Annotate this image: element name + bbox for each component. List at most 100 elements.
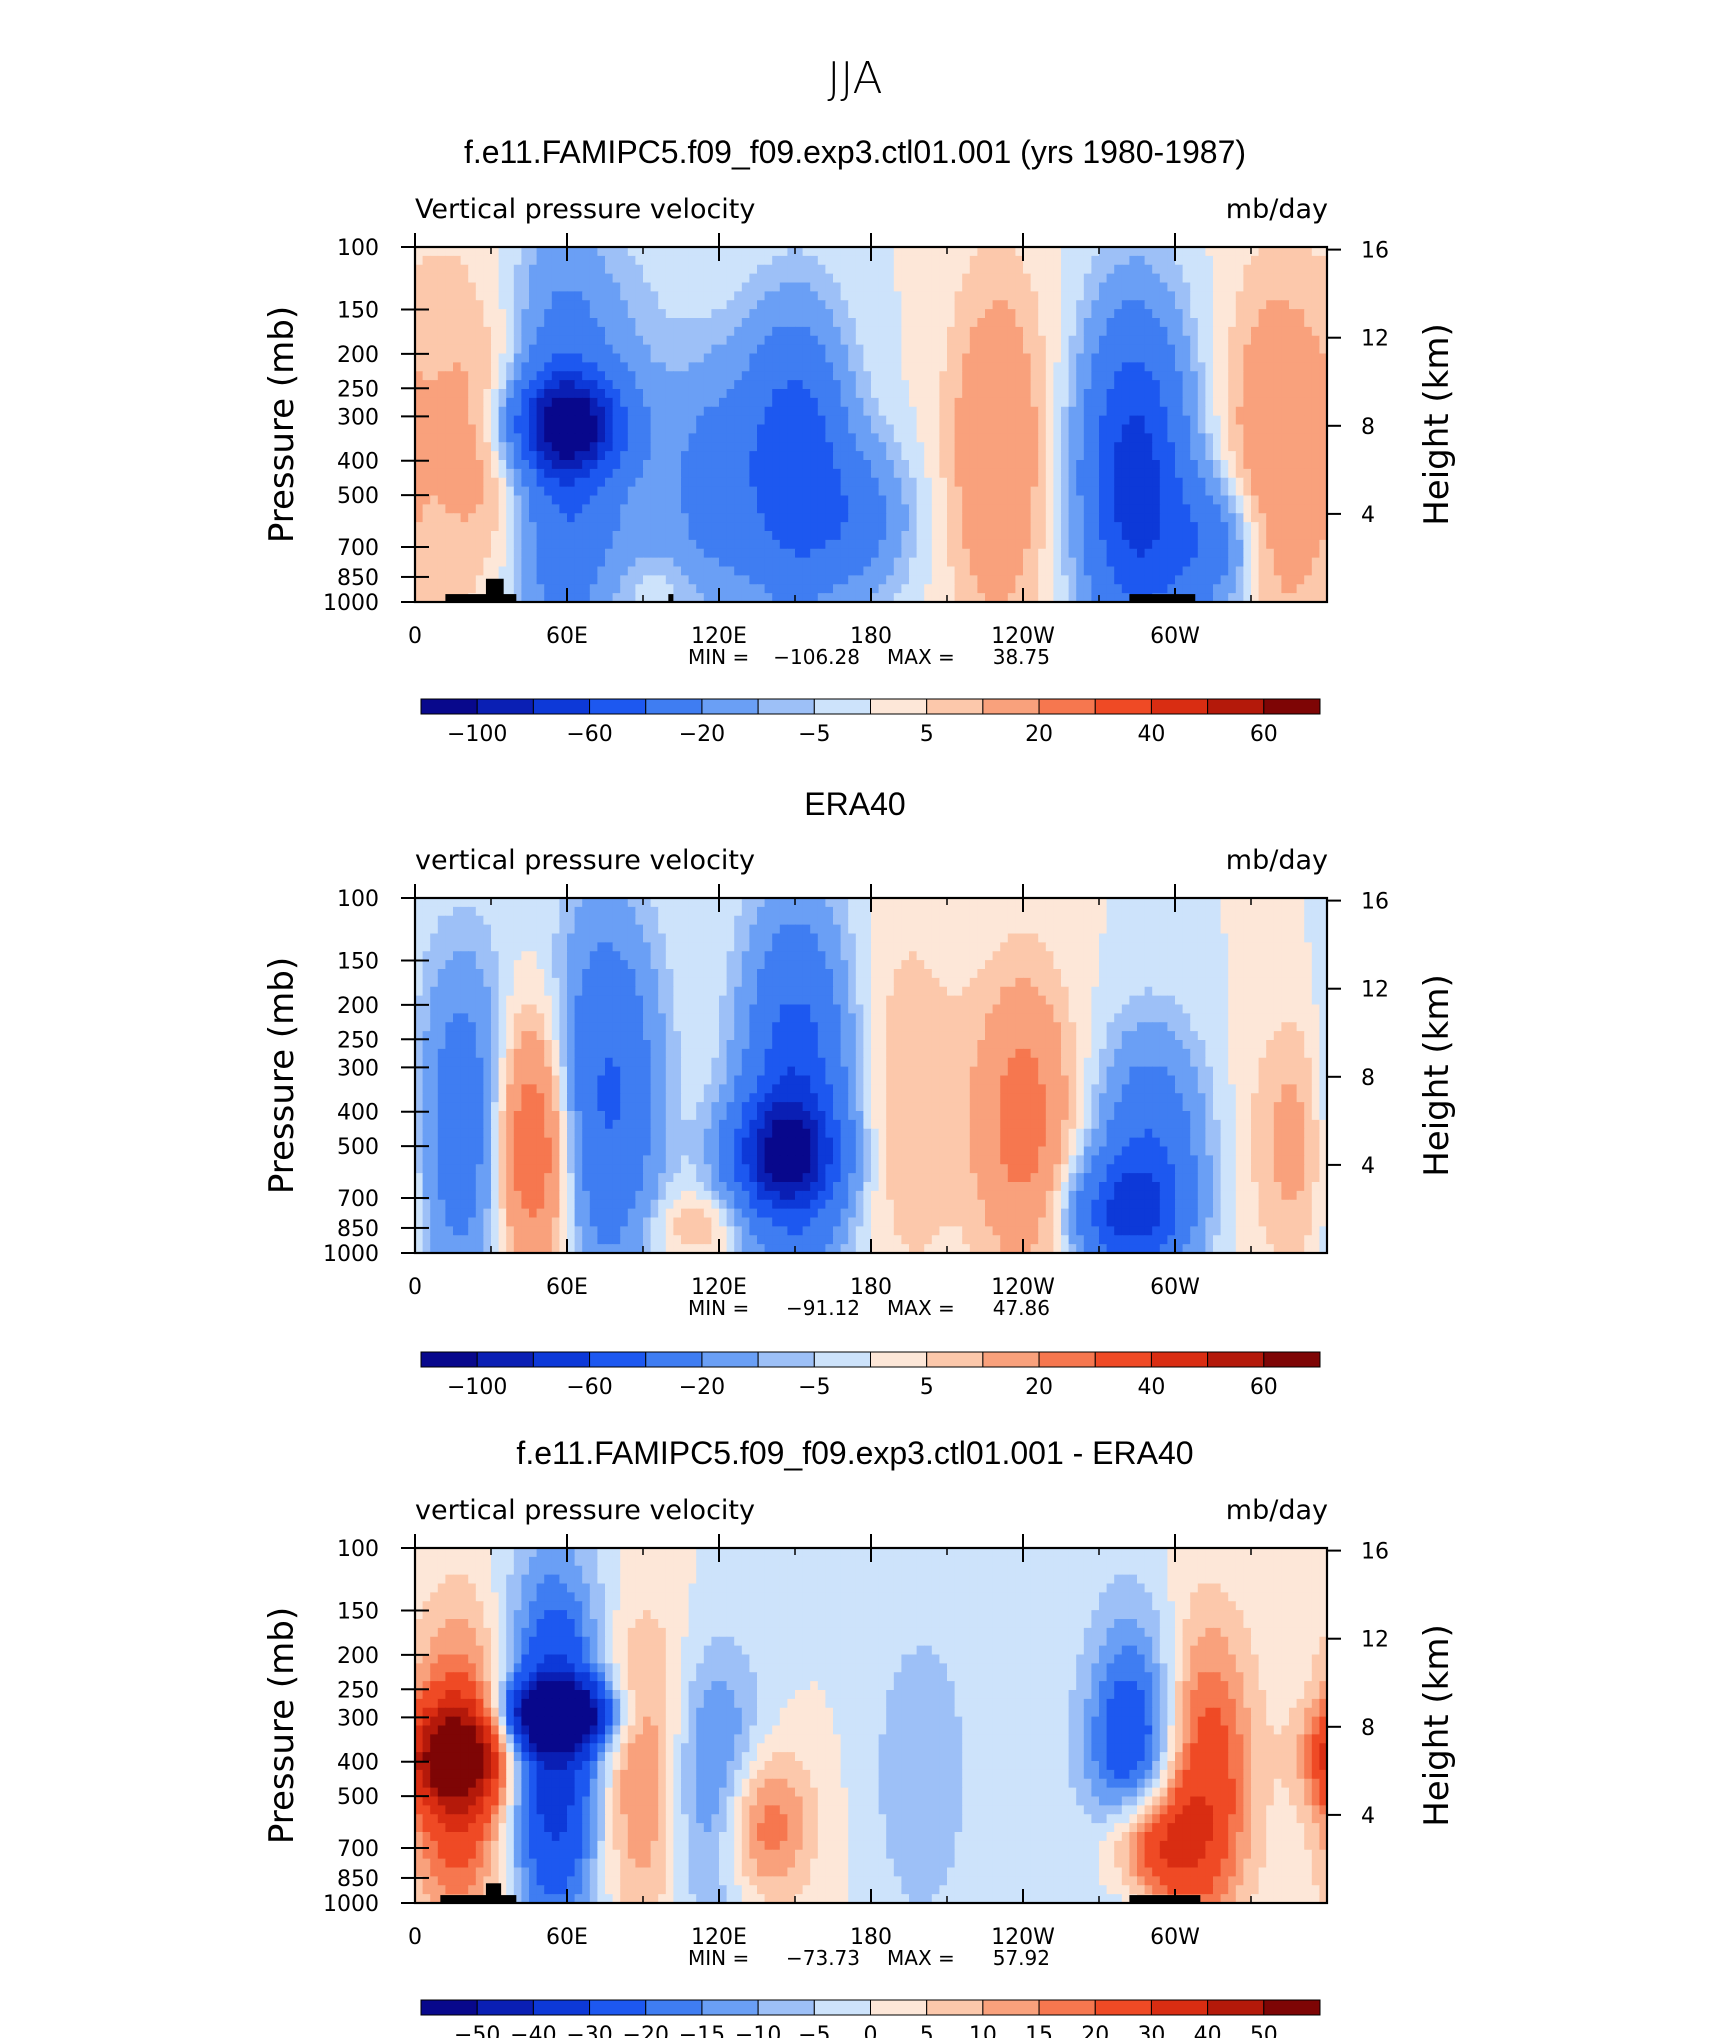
field-cell bbox=[1228, 575, 1236, 584]
field-cell bbox=[757, 575, 765, 584]
field-cell bbox=[1069, 336, 1077, 345]
field-cell bbox=[514, 247, 522, 256]
field-cell bbox=[635, 380, 643, 389]
field-cell bbox=[1107, 451, 1115, 460]
field-cell bbox=[1274, 433, 1282, 442]
field-cell bbox=[1137, 327, 1145, 336]
field-cell bbox=[765, 283, 773, 292]
field-cell bbox=[1289, 504, 1297, 513]
field-cell bbox=[803, 504, 811, 513]
field-cell bbox=[643, 496, 651, 505]
field-cell bbox=[985, 336, 993, 345]
colorbar-label: −5 bbox=[798, 722, 830, 747]
field-cell bbox=[772, 416, 780, 425]
field-cell bbox=[1198, 549, 1206, 558]
field-cell bbox=[1312, 425, 1320, 434]
field-cell bbox=[1076, 256, 1084, 265]
field-cell bbox=[506, 496, 514, 505]
field-cell bbox=[780, 354, 788, 363]
field-cell bbox=[742, 300, 750, 309]
field-cell bbox=[1266, 380, 1274, 389]
field-cell bbox=[628, 460, 636, 469]
field-cell bbox=[1160, 478, 1168, 487]
field-cell bbox=[1137, 433, 1145, 442]
field-cell bbox=[1251, 575, 1259, 584]
field-cell bbox=[1297, 283, 1305, 292]
field-cell bbox=[423, 496, 431, 505]
field-cell bbox=[1000, 389, 1008, 398]
field-cell bbox=[932, 336, 940, 345]
field-cell bbox=[1061, 283, 1069, 292]
field-cell bbox=[795, 504, 803, 513]
field-cell bbox=[757, 274, 765, 283]
field-cell bbox=[1038, 389, 1046, 398]
field-cell bbox=[1091, 407, 1099, 416]
field-cell bbox=[1076, 354, 1084, 363]
field-cell bbox=[476, 371, 484, 380]
field-cell bbox=[1107, 256, 1115, 265]
field-cell bbox=[575, 354, 583, 363]
field-cell bbox=[1084, 522, 1092, 531]
field-cell bbox=[818, 531, 826, 540]
field-cell bbox=[529, 380, 537, 389]
field-cell bbox=[1304, 300, 1312, 309]
field-cell bbox=[1251, 522, 1259, 531]
field-cell bbox=[734, 898, 742, 907]
field-cell bbox=[1228, 345, 1236, 354]
field-cell bbox=[1061, 336, 1069, 345]
field-cell bbox=[886, 567, 894, 576]
field-cell bbox=[1312, 469, 1320, 478]
field-cell bbox=[1038, 407, 1046, 416]
field-cell bbox=[780, 567, 788, 576]
field-cell bbox=[506, 540, 514, 549]
field-cell bbox=[1289, 274, 1297, 283]
field-cell bbox=[841, 327, 849, 336]
field-cell bbox=[1274, 300, 1282, 309]
field-cell bbox=[689, 318, 697, 327]
field-cell bbox=[1091, 300, 1099, 309]
field-cell bbox=[1221, 433, 1229, 442]
field-cell bbox=[962, 451, 970, 460]
field-cell bbox=[795, 469, 803, 478]
field-cell bbox=[1160, 531, 1168, 540]
field-cell bbox=[590, 442, 598, 451]
field-cell bbox=[955, 460, 963, 469]
field-cell bbox=[1069, 558, 1077, 567]
field-cell bbox=[1015, 309, 1023, 318]
field-cell bbox=[1046, 274, 1054, 283]
y2-axis-title: Height (km) bbox=[1417, 323, 1457, 526]
field-cell bbox=[1289, 398, 1297, 407]
field-cell bbox=[833, 345, 841, 354]
field-cell bbox=[765, 575, 773, 584]
field-cell bbox=[772, 496, 780, 505]
field-cell bbox=[1000, 291, 1008, 300]
field-cell bbox=[917, 354, 925, 363]
field-cell bbox=[749, 389, 757, 398]
field-cell bbox=[1076, 540, 1084, 549]
field-cell bbox=[681, 362, 689, 371]
field-cell bbox=[567, 265, 575, 274]
field-cell bbox=[1084, 336, 1092, 345]
field-cell bbox=[734, 265, 742, 274]
field-cell bbox=[1038, 469, 1046, 478]
field-cell bbox=[947, 584, 955, 593]
field-cell bbox=[673, 300, 681, 309]
field-cell bbox=[1000, 318, 1008, 327]
field-cell bbox=[506, 442, 514, 451]
field-cell bbox=[1069, 371, 1077, 380]
field-cell bbox=[1031, 478, 1039, 487]
field-cell bbox=[620, 504, 628, 513]
field-cell bbox=[1031, 336, 1039, 345]
field-cell bbox=[1069, 362, 1077, 371]
field-cell bbox=[673, 247, 681, 256]
field-cell bbox=[666, 451, 674, 460]
field-cell bbox=[924, 318, 932, 327]
field-cell bbox=[423, 407, 431, 416]
field-cell bbox=[689, 531, 697, 540]
field-cell bbox=[1205, 265, 1213, 274]
field-cell bbox=[727, 478, 735, 487]
field-cell bbox=[1114, 540, 1122, 549]
field-cell bbox=[955, 247, 963, 256]
field-cell bbox=[909, 318, 917, 327]
field-cell bbox=[1129, 247, 1137, 256]
